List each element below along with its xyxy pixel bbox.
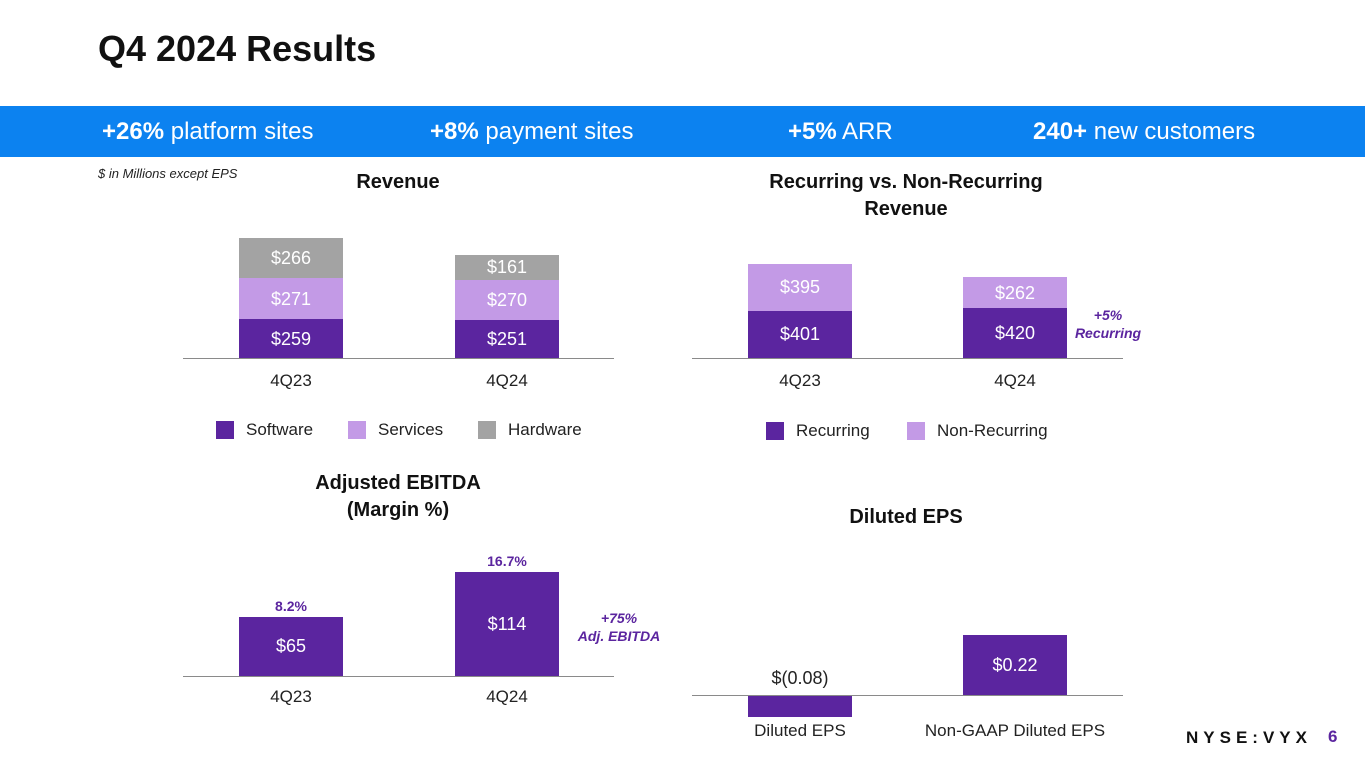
- legend-swatch: [766, 422, 784, 440]
- software-bar: $251: [455, 320, 559, 358]
- x-axis: [183, 358, 614, 359]
- hardware-value-label: $161: [486, 257, 528, 278]
- hardware-bar: $266: [239, 238, 343, 279]
- non-recurring-value-label: $262: [994, 282, 1036, 303]
- services-value-label: $271: [270, 288, 312, 309]
- eps-chart-title: Diluted EPS: [849, 506, 963, 528]
- ticker-symbol: NYSE:VYX: [1186, 728, 1312, 747]
- services-value-label: $270: [486, 289, 528, 310]
- category-label: 4Q24: [486, 371, 528, 390]
- legend-item-software: Software: [216, 420, 313, 440]
- ebitda-bar: $114: [455, 571, 559, 676]
- category-label: 4Q23: [779, 371, 821, 390]
- legend-label: Non-Recurring: [937, 421, 1048, 440]
- recurring-bar: $401: [748, 310, 852, 358]
- highlight-payment-sites: +8% payment sites: [430, 118, 634, 145]
- hardware-bar: $161: [455, 255, 559, 280]
- non-recurring-bar: $262: [963, 277, 1067, 309]
- x-axis: [692, 695, 1123, 696]
- non-recurring-value-label: $395: [779, 277, 821, 298]
- category-label: 4Q23: [270, 371, 312, 390]
- legend-label: Software: [246, 420, 314, 439]
- software-bar: $259: [239, 319, 343, 358]
- highlights-banner: +26% platform sites +8% payment sites +5…: [0, 106, 1365, 157]
- eps-bar: [748, 695, 852, 717]
- legend-label: Recurring: [796, 421, 870, 440]
- software-value-label: $259: [270, 328, 312, 349]
- legend-label: Services: [378, 420, 444, 439]
- legend-item-non-recurring: Non-Recurring: [907, 421, 1048, 441]
- recurring-bar: $420: [963, 308, 1067, 358]
- legend-label: Hardware: [508, 420, 582, 439]
- non-recurring-bar: $395: [748, 263, 852, 311]
- eps-value-label: $0.22: [992, 654, 1038, 675]
- recurring-value-label: $420: [994, 323, 1036, 344]
- services-bar: $271: [239, 278, 343, 320]
- category-label: 4Q24: [486, 687, 528, 706]
- page-title: Q4 2024 Results: [98, 28, 377, 69]
- category-label: Diluted EPS: [754, 721, 846, 740]
- ebitda-value-label: $65: [275, 636, 307, 657]
- legend-item-hardware: Hardware: [478, 420, 582, 440]
- legend-swatch: [216, 421, 234, 439]
- legend-item-recurring: Recurring: [766, 421, 870, 441]
- highlight-new-customers: 240+ new customers: [1033, 118, 1256, 145]
- legend-swatch: [907, 422, 925, 440]
- ebitda-margin-label: 8.2%: [275, 597, 307, 614]
- ebitda-growth-annotation: +75% Adj. EBITDA: [577, 610, 661, 644]
- software-value-label: $251: [486, 329, 528, 350]
- legend-swatch: [478, 421, 496, 439]
- recurring-growth-annotation: +5% Recurring: [1074, 307, 1142, 341]
- eps-bar: $0.22: [963, 635, 1067, 695]
- services-bar: $270: [455, 279, 559, 321]
- ebitda-chart-title: Adjusted EBITDA (Margin %): [315, 472, 481, 521]
- hardware-value-label: $266: [270, 248, 312, 269]
- ebitda-margin-label: 16.7%: [487, 552, 527, 569]
- legend-swatch: [348, 421, 366, 439]
- page-number: 6: [1328, 727, 1338, 746]
- highlight-arr: +5% ARR: [788, 118, 893, 145]
- category-label: 4Q23: [270, 687, 312, 706]
- category-label: Non-GAAP Diluted EPS: [924, 721, 1106, 740]
- legend-item-services: Services: [348, 420, 443, 440]
- eps-value-label: $(0.08): [771, 668, 829, 688]
- ebitda-value-label: $114: [487, 613, 527, 634]
- revenue-chart-title: Revenue: [356, 171, 440, 193]
- highlight-platform-sites: +26% platform sites: [102, 118, 314, 145]
- units-note: $ in Millions except EPS: [98, 166, 238, 181]
- category-label: 4Q24: [994, 371, 1036, 390]
- recurring-value-label: $401: [779, 324, 821, 345]
- recurring-chart-title: Recurring vs. Non-Recurring Revenue: [769, 171, 1043, 220]
- x-axis: [692, 358, 1123, 359]
- x-axis: [183, 676, 614, 677]
- ebitda-bar: $65: [239, 616, 343, 676]
